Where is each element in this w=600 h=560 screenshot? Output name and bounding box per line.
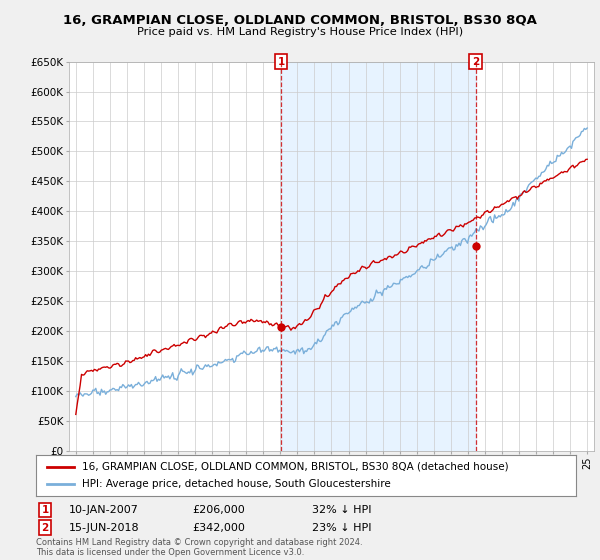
Text: Contains HM Land Registry data © Crown copyright and database right 2024.
This d: Contains HM Land Registry data © Crown c… — [36, 538, 362, 557]
Text: 32% ↓ HPI: 32% ↓ HPI — [312, 505, 371, 515]
Text: Price paid vs. HM Land Registry's House Price Index (HPI): Price paid vs. HM Land Registry's House … — [137, 27, 463, 37]
Text: HPI: Average price, detached house, South Gloucestershire: HPI: Average price, detached house, Sout… — [82, 479, 391, 489]
Text: 1: 1 — [277, 57, 284, 67]
Text: 2: 2 — [41, 522, 49, 533]
Text: £342,000: £342,000 — [192, 522, 245, 533]
Text: 23% ↓ HPI: 23% ↓ HPI — [312, 522, 371, 533]
Text: £206,000: £206,000 — [192, 505, 245, 515]
Bar — [281, 62, 476, 451]
Text: 2: 2 — [472, 57, 479, 67]
Text: 16, GRAMPIAN CLOSE, OLDLAND COMMON, BRISTOL, BS30 8QA: 16, GRAMPIAN CLOSE, OLDLAND COMMON, BRIS… — [63, 14, 537, 27]
Text: 1: 1 — [41, 505, 49, 515]
Text: 16, GRAMPIAN CLOSE, OLDLAND COMMON, BRISTOL, BS30 8QA (detached house): 16, GRAMPIAN CLOSE, OLDLAND COMMON, BRIS… — [82, 461, 509, 472]
Text: 15-JUN-2018: 15-JUN-2018 — [69, 522, 140, 533]
Text: 10-JAN-2007: 10-JAN-2007 — [69, 505, 139, 515]
